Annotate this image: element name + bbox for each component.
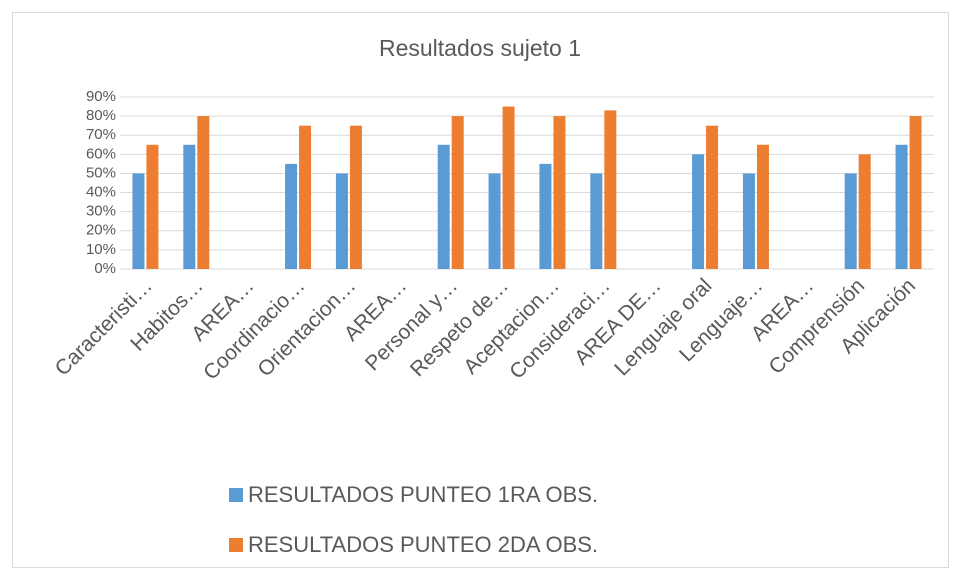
bar (539, 163, 552, 269)
bar (197, 116, 210, 269)
bar (909, 116, 922, 269)
bar (706, 125, 719, 270)
bar (183, 144, 196, 269)
bar (604, 110, 617, 269)
bar (844, 173, 857, 269)
y-tick-label: 70% (86, 126, 116, 143)
bar (692, 154, 705, 269)
bar (502, 106, 515, 269)
y-tick-label: 20% (86, 222, 116, 239)
chart-frame (12, 12, 949, 568)
bar (858, 154, 871, 269)
y-tick-label: 40% (86, 184, 116, 201)
y-tick-label: 50% (86, 164, 116, 181)
bar (335, 173, 348, 269)
bar (285, 163, 298, 269)
legend-swatch (229, 538, 243, 552)
bar (895, 144, 908, 269)
y-tick-label: 90% (86, 88, 116, 105)
legend-swatch (229, 488, 243, 502)
bar (590, 173, 603, 269)
legend-label: RESULTADOS PUNTEO 2DA OBS. (248, 532, 598, 557)
y-tick-label: 80% (86, 107, 116, 124)
y-tick-label: 10% (86, 241, 116, 258)
bar (488, 173, 501, 269)
y-tick-label: 0% (94, 260, 116, 277)
chart-title: Resultados sujeto 1 (379, 35, 581, 61)
bar (349, 125, 362, 270)
y-tick-label: 30% (86, 203, 116, 220)
bar (742, 173, 755, 269)
bar (553, 116, 566, 269)
bar (437, 144, 450, 269)
y-tick-label: 60% (86, 145, 116, 162)
bar (146, 144, 159, 269)
bar (132, 173, 145, 269)
legend-label: RESULTADOS PUNTEO 1RA OBS. (248, 482, 598, 507)
bar (756, 144, 769, 269)
bar (451, 116, 464, 269)
bar (299, 125, 312, 270)
